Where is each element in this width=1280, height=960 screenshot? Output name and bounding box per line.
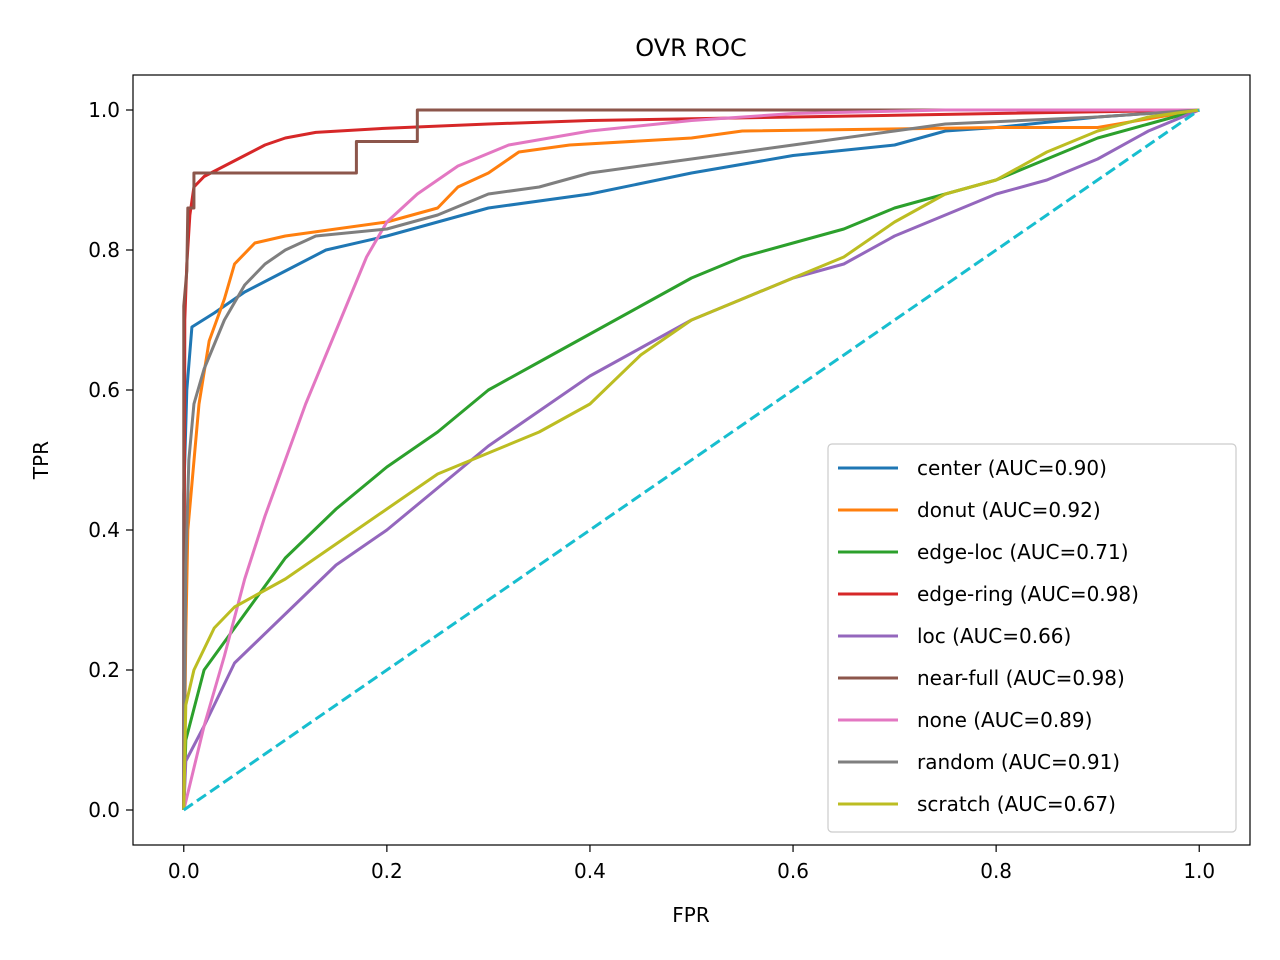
x-tick-label: 0.6 xyxy=(777,859,809,883)
series-line-5 xyxy=(182,108,1200,810)
series-line-0 xyxy=(182,108,1200,810)
y-tick-label: 1.0 xyxy=(88,98,120,122)
x-tick-label: 0.8 xyxy=(980,859,1012,883)
chance-diagonal-line xyxy=(182,108,1201,812)
y-tick-label: 0.2 xyxy=(88,658,120,682)
legend-label: near-full (AUC=0.98) xyxy=(917,666,1125,690)
chart-title: OVR ROC xyxy=(635,34,747,62)
series-line-1 xyxy=(182,108,1200,811)
legend-box xyxy=(827,443,1237,833)
series-line-4 xyxy=(182,108,1200,811)
legend-label: edge-ring (AUC=0.98) xyxy=(917,582,1139,606)
y-tick-label: 0.8 xyxy=(88,238,120,262)
y-tick-label: 0.0 xyxy=(88,798,120,822)
legend-label: loc (AUC=0.66) xyxy=(917,624,1071,648)
legend-label: scratch (AUC=0.67) xyxy=(917,792,1116,816)
x-axis: 0.0 0.2 0.4 0.6 0.8 1.0 xyxy=(168,845,1215,883)
legend: center (AUC=0.90) donut (AUC=0.92) edge-lo… xyxy=(827,443,1237,833)
legend-label: center (AUC=0.90) xyxy=(917,456,1107,480)
legend-label: none (AUC=0.89) xyxy=(917,708,1092,732)
legend-label: random (AUC=0.91) xyxy=(917,750,1120,774)
x-tick-label: 1.0 xyxy=(1183,859,1215,883)
x-tick-label: 0.2 xyxy=(371,859,403,883)
series-line-8 xyxy=(182,108,1200,811)
x-tick-label: 0.0 xyxy=(168,859,200,883)
series-line-6 xyxy=(182,108,1200,811)
legend-label: donut (AUC=0.92) xyxy=(917,498,1101,522)
plot-area-frame xyxy=(132,74,1251,846)
series-line-2 xyxy=(182,108,1200,811)
y-axis: 0.0 0.2 0.4 0.6 0.8 1.0 xyxy=(88,98,133,822)
series-layer xyxy=(182,108,1201,812)
x-tick-label: 0.4 xyxy=(574,859,606,883)
x-axis-label: FPR xyxy=(672,903,710,927)
y-axis-label: TPR xyxy=(29,441,53,480)
y-tick-label: 0.6 xyxy=(88,378,120,402)
y-tick-label: 0.4 xyxy=(88,518,120,542)
legend-label: edge-loc (AUC=0.71) xyxy=(917,540,1129,564)
series-line-7 xyxy=(182,108,1200,811)
